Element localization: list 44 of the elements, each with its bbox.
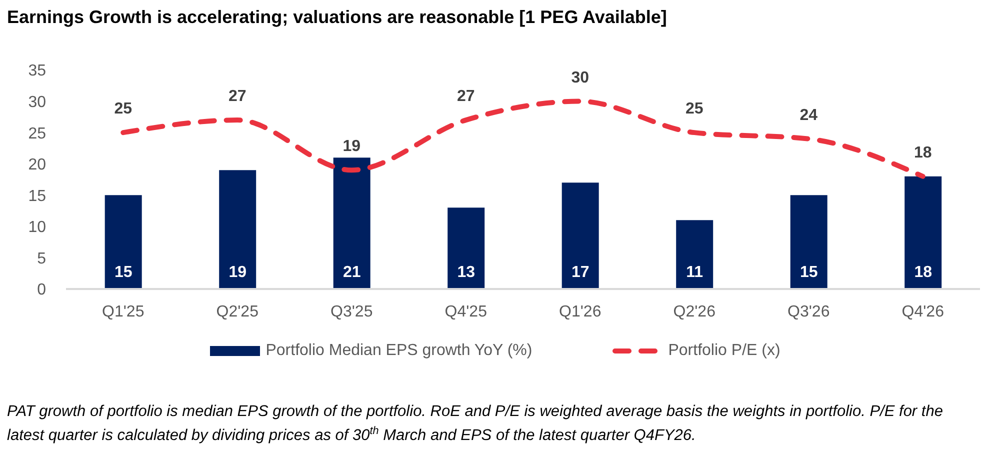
data-label: 17 bbox=[571, 264, 590, 281]
data-label: 30 bbox=[571, 69, 590, 86]
x-tick-label: Q1'26 bbox=[559, 303, 602, 320]
bar bbox=[104, 195, 142, 289]
bar bbox=[790, 195, 828, 289]
data-label: 18 bbox=[914, 144, 932, 162]
bar bbox=[219, 170, 256, 289]
text: PAT growth of portfolio is median EPS growth of the portfolio. RoE and P/E is weighted average basis the weights in portfolio. P/E for the latest quarter is calculated by dividing prices as of 30$^{th}$ March and EPS of the latest quarter Q4FY26. bbox=[7, 402, 944, 446]
data-label: 11 bbox=[686, 264, 704, 281]
legend-label: Portfolio P/E (x) bbox=[668, 342, 780, 360]
x-tick-label: Q3'25 bbox=[330, 303, 373, 320]
y-tick-label: 25 bbox=[28, 125, 46, 142]
y-tick-label: 10 bbox=[28, 219, 46, 236]
y-tick-label: 35 bbox=[28, 62, 46, 80]
chart-title: Earnings Growth is accelerating; valuations are reasonable [1 PEG Available] bbox=[7, 7, 667, 28]
data-label: 19 bbox=[228, 264, 247, 281]
y-tick-label: 15 bbox=[28, 188, 46, 205]
data-label: 13 bbox=[457, 264, 476, 281]
data-label: 18 bbox=[914, 264, 932, 281]
x-tick-label: Q1'25 bbox=[102, 303, 144, 320]
x-tick-label: Q4'25 bbox=[444, 303, 488, 320]
bar bbox=[448, 208, 485, 289]
data-label: 27 bbox=[228, 88, 246, 106]
x-tick-label: Q4'26 bbox=[902, 303, 944, 320]
x-tick-label: Q3'26 bbox=[788, 303, 830, 320]
data-label: 21 bbox=[342, 264, 361, 281]
data-label: 25 bbox=[114, 100, 132, 118]
x-tick-label: Q2'26 bbox=[673, 303, 716, 320]
data-label: 15 bbox=[800, 264, 818, 281]
y-tick-label: 30 bbox=[28, 94, 46, 111]
x-tick-label: Q2'25 bbox=[216, 303, 259, 320]
y-tick-label: 0 bbox=[37, 282, 46, 299]
legend-label: Portfolio Median EPS growth YoY (%) bbox=[266, 342, 532, 360]
bar bbox=[676, 220, 714, 289]
bar bbox=[562, 182, 599, 289]
data-label: 15 bbox=[114, 264, 132, 281]
data-label: 19 bbox=[342, 138, 361, 156]
data-label: 27 bbox=[456, 88, 475, 106]
y-tick-label: 20 bbox=[28, 156, 46, 174]
y-tick-label: 5 bbox=[37, 250, 46, 268]
bar bbox=[904, 176, 942, 289]
data-label: 24 bbox=[800, 106, 818, 124]
bar bbox=[333, 158, 370, 289]
data-label: 25 bbox=[685, 100, 704, 118]
